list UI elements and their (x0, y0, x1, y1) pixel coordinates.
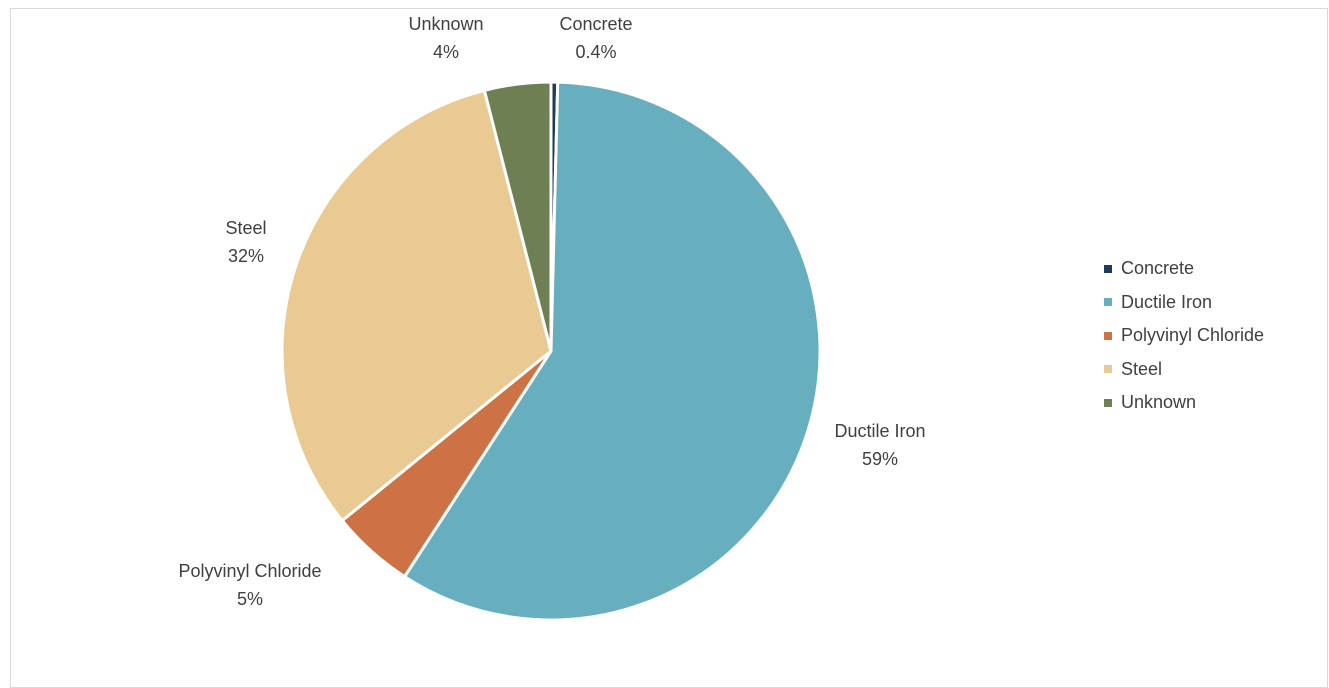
data-label-concrete: Concrete 0.4% (559, 14, 632, 62)
pie-slice-steel (280, 88, 553, 523)
pie-slice-unknown (482, 80, 553, 353)
legend-item-steel: Steel (1104, 353, 1264, 387)
legend-swatch (1104, 365, 1112, 374)
legend-swatch (1104, 298, 1112, 307)
data-label-percent: 5% (237, 589, 263, 609)
pie-slices (280, 80, 822, 622)
data-label-ductile-iron: Ductile Iron 59% (834, 421, 925, 469)
legend-swatch (1104, 264, 1112, 273)
legend-item-polyvinyl-chloride: Polyvinyl Chloride (1104, 319, 1264, 353)
legend-item-concrete: Concrete (1104, 252, 1264, 286)
data-label-percent: 59% (862, 449, 898, 469)
pie-slice-ductile-iron (403, 80, 822, 622)
legend-label: Ductile Iron (1121, 291, 1213, 312)
data-label-percent: 4% (433, 42, 459, 62)
legend-swatch (1104, 398, 1112, 407)
legend-label: Steel (1121, 358, 1163, 379)
data-label-percent: 32% (228, 246, 264, 266)
data-label-category: Polyvinyl Chloride (178, 561, 321, 581)
legend-swatch (1104, 331, 1112, 340)
data-label-steel: Steel 32% (225, 218, 266, 266)
data-label-category: Concrete (559, 14, 632, 34)
legend-label: Unknown (1121, 392, 1197, 413)
data-label-category: Ductile Iron (834, 421, 925, 441)
legend-label: Polyvinyl Chloride (1121, 325, 1265, 346)
data-label-category: Steel (225, 218, 266, 238)
data-label-polyvinyl-chloride: Polyvinyl Chloride 5% (178, 561, 321, 609)
legend: Concrete Ductile Iron Polyvinyl Chloride St… (1104, 252, 1264, 420)
legend-item-ductile-iron: Ductile Iron (1104, 286, 1264, 320)
legend-label: Concrete (1121, 258, 1195, 279)
pie-data-labels: Concrete 0.4% Ductile Iron 59% Polyvinyl Chl… (178, 14, 925, 609)
data-label-category: Unknown (408, 14, 483, 34)
data-label-percent: 0.4% (575, 42, 616, 62)
legend-item-unknown: Unknown (1104, 386, 1264, 420)
data-label-unknown: Unknown 4% (408, 14, 483, 62)
